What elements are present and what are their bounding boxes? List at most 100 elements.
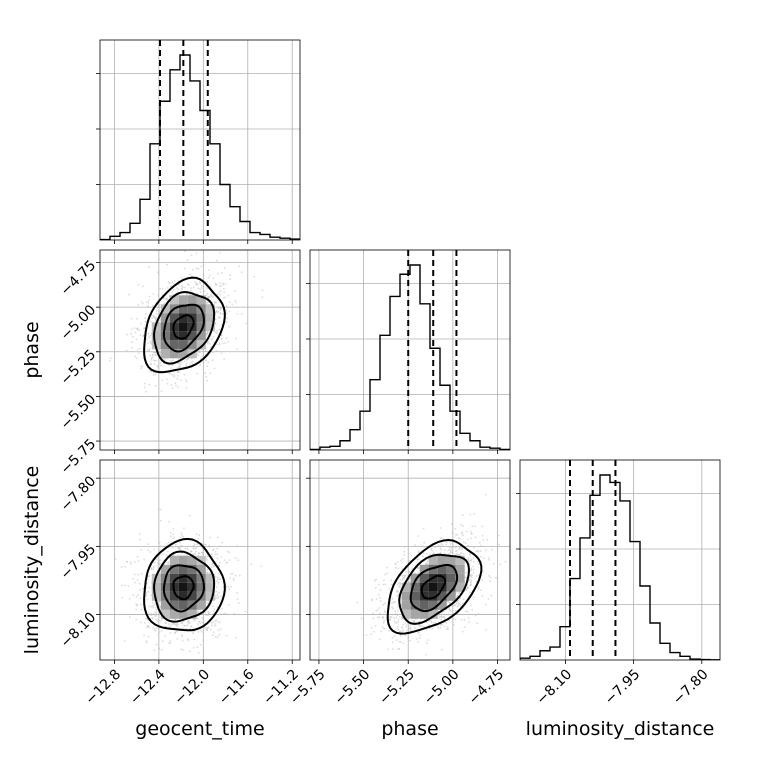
panel-luminosity_distance-luminosity_distance: −8.10 −7.95 −7.80 [516, 459, 721, 708]
scatter-point [225, 585, 228, 587]
scatter-point [137, 560, 140, 562]
scatter-point [120, 566, 123, 568]
scatter-point [186, 548, 189, 551]
scatter-point [178, 547, 181, 549]
scatter-point [244, 610, 247, 613]
density-cell [401, 600, 411, 610]
scatter-point [130, 317, 133, 320]
scatter-point [458, 553, 460, 556]
scatter-point [197, 551, 200, 554]
density-cell [455, 564, 465, 574]
scatter-point [184, 286, 186, 289]
scatter-point [396, 625, 399, 628]
scatter-point [238, 574, 241, 577]
density-cell [437, 555, 447, 565]
density-cell [196, 600, 206, 610]
density-cell [178, 564, 188, 574]
scatter-point [400, 635, 402, 637]
scatter-point [178, 362, 181, 364]
scatter-point [148, 626, 151, 629]
scatter-point [147, 342, 150, 344]
x-tick-label: −12.8 [83, 666, 125, 708]
scatter-point [186, 283, 189, 286]
scatter-point [217, 316, 220, 318]
scatter-point [180, 532, 183, 534]
scatter-point [377, 616, 379, 619]
scatter-point [136, 604, 139, 606]
scatter-point [447, 628, 449, 631]
scatter-point [455, 553, 457, 556]
scatter-point [226, 561, 229, 564]
scatter-point [151, 354, 154, 357]
scatter-point [228, 588, 231, 591]
scatter-point [235, 337, 238, 340]
scatter-point [170, 624, 173, 626]
scatter-point [440, 648, 443, 651]
scatter-point [375, 578, 377, 581]
scatter-point [183, 360, 186, 363]
scatter-point [181, 287, 183, 290]
scatter-point [414, 627, 416, 630]
scatter-point [470, 579, 473, 582]
scatter-point [145, 313, 147, 315]
density-cell [196, 564, 206, 574]
scatter-point [157, 294, 160, 296]
scatter-point [166, 286, 169, 289]
scatter-point [462, 541, 465, 543]
scatter-point [469, 574, 472, 577]
scatter-point [388, 629, 390, 632]
scatter-point [176, 377, 179, 380]
scatter-point [137, 327, 139, 329]
scatter-point [469, 591, 472, 594]
scatter-point [390, 616, 393, 618]
scatter-point [370, 633, 372, 635]
scatter-point [472, 568, 475, 571]
scatter-point [404, 622, 406, 624]
scatter-point [386, 648, 389, 651]
scatter-point [371, 598, 374, 601]
scatter-point [196, 543, 199, 545]
scatter-point [166, 382, 169, 385]
scatter-point [473, 560, 475, 563]
scatter-point [391, 606, 394, 608]
scatter-point [447, 613, 450, 616]
scatter-point [214, 322, 217, 325]
scatter-point [467, 560, 470, 563]
scatter-point [181, 622, 184, 625]
scatter-point [399, 578, 402, 581]
scatter-point [206, 559, 209, 561]
scatter-point [196, 372, 199, 375]
density-cell [160, 340, 170, 350]
scatter-point [146, 626, 149, 629]
scatter-point [169, 531, 172, 534]
scatter-point [217, 578, 219, 581]
scatter-point [127, 585, 130, 587]
scatter-point [177, 288, 180, 291]
density-cell [205, 573, 215, 583]
scatter-point [397, 582, 400, 585]
scatter-point [212, 335, 215, 338]
scatter-point [139, 588, 141, 591]
density-cell [428, 582, 438, 592]
scatter-point [193, 543, 196, 546]
scatter-point [152, 613, 155, 615]
scatter-point [136, 317, 139, 320]
scatter-point [480, 544, 482, 547]
scatter-point [140, 603, 143, 606]
y-tick-label: −4.75 [58, 257, 100, 299]
density-cell [160, 304, 170, 314]
scatter-point [214, 594, 217, 597]
scatter-point [208, 274, 211, 277]
scatter-point [423, 541, 426, 544]
scatter-point [197, 611, 200, 614]
scatter-point [159, 519, 162, 522]
scatter-point [199, 622, 202, 625]
scatter-point [136, 348, 139, 351]
scatter-point [153, 548, 156, 551]
scatter-point [206, 292, 209, 295]
scatter-point [204, 372, 207, 374]
scatter-point [215, 590, 218, 593]
scatter-point [372, 617, 375, 620]
scatter-point [211, 337, 214, 340]
scatter-point [216, 329, 219, 332]
